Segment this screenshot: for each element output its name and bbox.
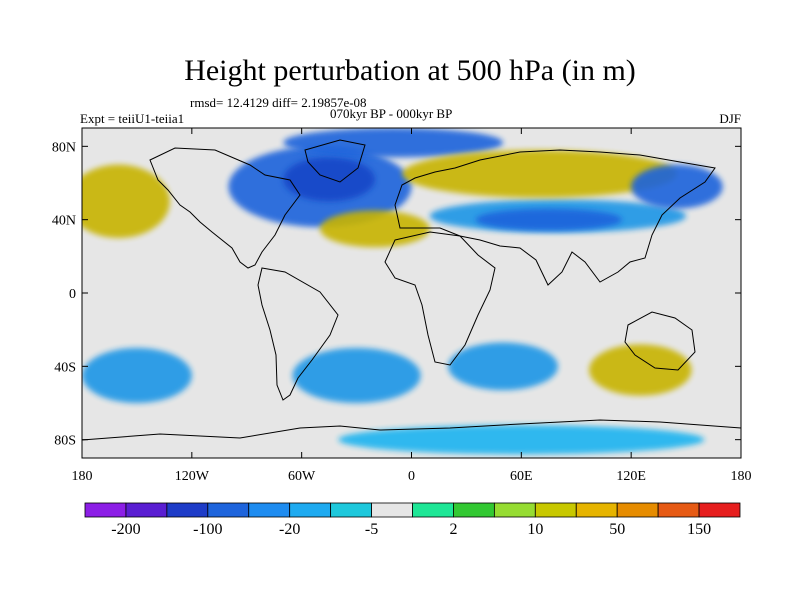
colorbar-box bbox=[289, 502, 332, 518]
lon-tick-label: 180 bbox=[72, 469, 93, 484]
colorbar-label: -200 bbox=[111, 521, 140, 538]
colorbar-box bbox=[248, 502, 291, 518]
colorbar-box bbox=[207, 502, 250, 518]
lon-tick-label: 0 bbox=[408, 469, 415, 484]
colorbar-label: -5 bbox=[365, 521, 378, 538]
colorbar-boxes bbox=[84, 502, 741, 518]
colorbar-box bbox=[575, 502, 618, 518]
colorbar-box bbox=[698, 502, 741, 518]
lat-tick-label: 40S bbox=[54, 360, 76, 375]
colorbar-box bbox=[125, 502, 168, 518]
latitude-axis: 80N 40N 0 40S 80S bbox=[52, 140, 741, 449]
longitude-axis: 180 120W 60W 0 60E 120E 180 bbox=[72, 128, 752, 484]
lat-tick-label: 0 bbox=[69, 287, 76, 302]
field-region-s-indian-high bbox=[589, 344, 692, 396]
colorbar-label: 50 bbox=[609, 521, 625, 538]
colorbar-box bbox=[412, 502, 454, 518]
colorbar-box bbox=[371, 502, 413, 518]
coast-north-america bbox=[149, 147, 301, 269]
colorbar: -200 -100 -20 -5 2 10 50 150 bbox=[84, 502, 741, 538]
field-region-ne-pacific-high bbox=[82, 164, 170, 238]
coast-antarctica bbox=[82, 419, 741, 441]
colorbar-box bbox=[534, 502, 577, 518]
lon-tick-label: 60W bbox=[288, 469, 316, 484]
coast-africa bbox=[384, 231, 496, 366]
field-region-s-pacific-low bbox=[82, 348, 192, 403]
lon-tick-label: 60E bbox=[510, 469, 533, 484]
period-label: 070kyr BP - 000kyr BP bbox=[330, 106, 452, 121]
field-region-s-atlantic-low bbox=[292, 348, 421, 403]
field-regions bbox=[82, 128, 723, 455]
field-region-antarctic-low bbox=[338, 425, 705, 455]
colorbar-box bbox=[84, 502, 127, 518]
colorbar-labels: -200 -100 -20 -5 2 10 50 150 bbox=[111, 521, 711, 538]
map-panel: 180 120W 60W 0 60E 120E 180 80N 40N 0 40S 80S bbox=[52, 127, 752, 484]
colorbar-box bbox=[657, 502, 700, 518]
field-region-n-atlantic-low-core bbox=[283, 157, 375, 202]
figure-title: Height perturbation at 500 hPa (in m) bbox=[184, 54, 636, 87]
colorbar-label: 2 bbox=[449, 521, 457, 538]
field-region-eurasia-low-core bbox=[475, 208, 623, 231]
coast-australia bbox=[624, 311, 696, 371]
lat-tick-label: 80S bbox=[54, 434, 76, 449]
colorbar-label: -20 bbox=[279, 521, 300, 538]
season-label: DJF bbox=[719, 111, 741, 126]
coast-south-america bbox=[257, 267, 339, 401]
field-region-arctic-low bbox=[283, 128, 504, 158]
lon-tick-label: 120W bbox=[175, 469, 210, 484]
colorbar-box bbox=[616, 502, 659, 518]
colorbar-box bbox=[453, 502, 495, 518]
lon-tick-label: 180 bbox=[731, 469, 752, 484]
field-region-s-indian-low bbox=[448, 342, 558, 391]
colorbar-label: 150 bbox=[687, 521, 711, 538]
colorbar-box bbox=[166, 502, 209, 518]
lat-tick-label: 80N bbox=[52, 140, 76, 155]
field-region-siberia-high bbox=[402, 150, 677, 198]
lat-tick-label: 40N bbox=[52, 214, 76, 229]
stats-label: rmsd= 12.4129 diff= 2.19857e-08 bbox=[190, 95, 367, 110]
colorbar-label: 10 bbox=[527, 521, 543, 538]
coast-greenland bbox=[304, 139, 366, 183]
colorbar-box bbox=[330, 502, 372, 518]
lon-tick-label: 120E bbox=[616, 469, 646, 484]
coastlines bbox=[82, 139, 741, 441]
field-region-nw-pacific-low bbox=[631, 164, 723, 209]
colorbar-label: -100 bbox=[193, 521, 222, 538]
field-region-atlantic-high bbox=[319, 210, 430, 248]
colorbar-box bbox=[493, 502, 536, 518]
experiment-label: Expt = teiiU1-teiia1 bbox=[80, 111, 184, 126]
coast-eurasia bbox=[394, 149, 716, 286]
